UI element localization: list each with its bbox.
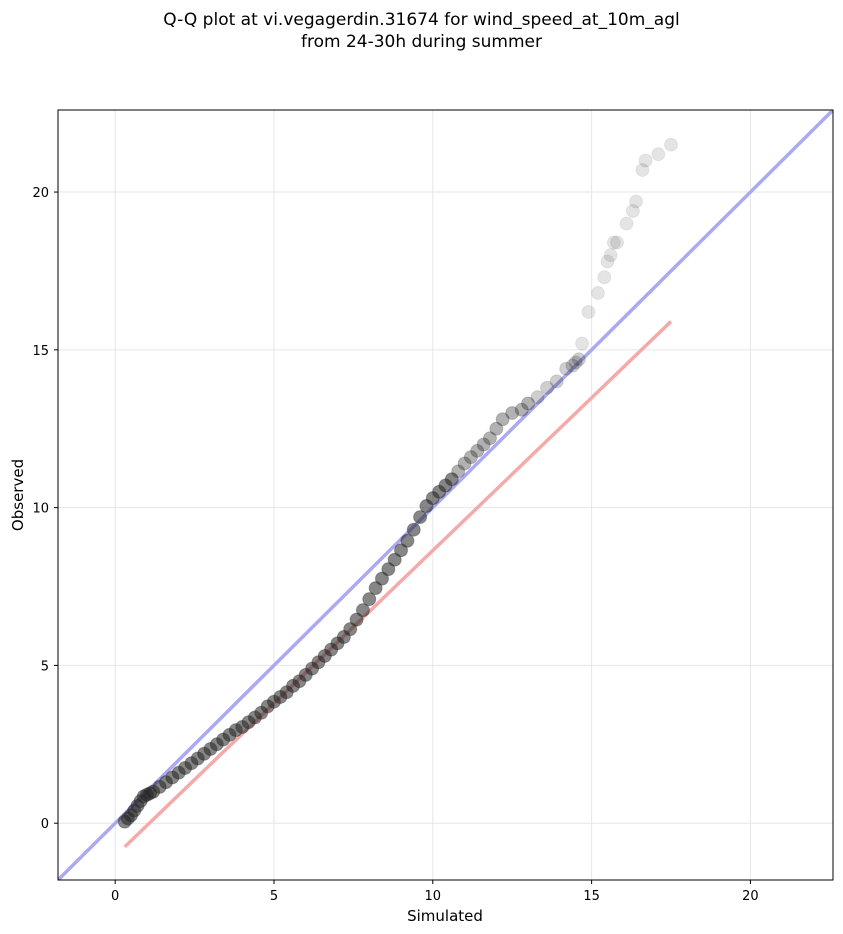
y-tick-label-1: 5 <box>41 659 49 674</box>
data-point <box>610 235 625 250</box>
data-point <box>349 612 364 627</box>
data-point <box>505 405 520 420</box>
data-point <box>362 592 377 607</box>
data-point <box>406 522 421 537</box>
data-point <box>413 510 428 525</box>
data-point <box>590 286 605 301</box>
data-point <box>629 194 644 209</box>
data-point <box>540 380 555 395</box>
data-point <box>603 248 618 263</box>
data-point <box>374 571 389 586</box>
data-point <box>597 270 612 285</box>
data-point <box>530 390 545 405</box>
data-points <box>117 137 679 829</box>
data-point <box>549 374 564 389</box>
reference-lines <box>58 110 833 880</box>
y-tick-label-2: 10 <box>32 502 49 517</box>
x-tick-label-2: 10 <box>425 889 442 904</box>
plot-frame <box>57 109 834 881</box>
identity-line <box>58 110 833 880</box>
data-point <box>355 603 370 618</box>
y-axis-ticks: 0 5 10 15 20 <box>32 186 58 832</box>
x-tick-label-3: 15 <box>583 889 600 904</box>
data-point <box>606 235 621 250</box>
data-point <box>368 581 383 596</box>
data-point <box>651 147 666 162</box>
x-axis-label: Simulated <box>407 907 483 925</box>
data-point <box>559 361 574 376</box>
y-tick-label-4: 20 <box>32 186 49 201</box>
data-point <box>575 336 590 351</box>
grid <box>58 110 833 880</box>
data-point <box>343 622 358 637</box>
data-point <box>451 464 466 479</box>
data-point <box>625 203 640 218</box>
data-point <box>476 437 491 452</box>
data-point <box>463 450 478 465</box>
data-point <box>400 533 415 548</box>
data-point <box>457 456 472 471</box>
y-tick-label-3: 15 <box>32 344 49 359</box>
data-point <box>638 153 653 168</box>
data-point <box>571 352 586 367</box>
data-point <box>387 552 402 567</box>
fit-line <box>123 320 673 849</box>
data-point <box>664 137 679 152</box>
data-point <box>394 543 409 558</box>
x-axis-ticks: 0 5 10 15 20 <box>111 880 759 904</box>
data-point <box>482 431 497 446</box>
data-point <box>635 162 650 177</box>
x-tick-label-1: 5 <box>270 889 278 904</box>
data-point <box>581 304 596 319</box>
data-point <box>565 358 580 373</box>
y-tick-label-0: 0 <box>41 817 49 832</box>
x-tick-label-4: 20 <box>742 889 759 904</box>
data-point <box>444 472 459 487</box>
data-point <box>568 355 583 370</box>
data-point <box>521 396 536 411</box>
y-axis-label: Observed <box>9 459 27 531</box>
data-point <box>495 412 510 427</box>
data-point <box>381 562 396 577</box>
x-tick-label-0: 0 <box>111 889 119 904</box>
chart-title-line-1: Q-Q plot at vi.vegagerdin.31674 for wind… <box>163 10 680 30</box>
data-point <box>600 254 615 269</box>
data-point <box>514 402 529 417</box>
chart-title-line-2: from 24-30h during summer <box>301 32 542 52</box>
data-point <box>619 216 634 231</box>
data-point <box>470 443 485 458</box>
data-point <box>489 421 504 436</box>
